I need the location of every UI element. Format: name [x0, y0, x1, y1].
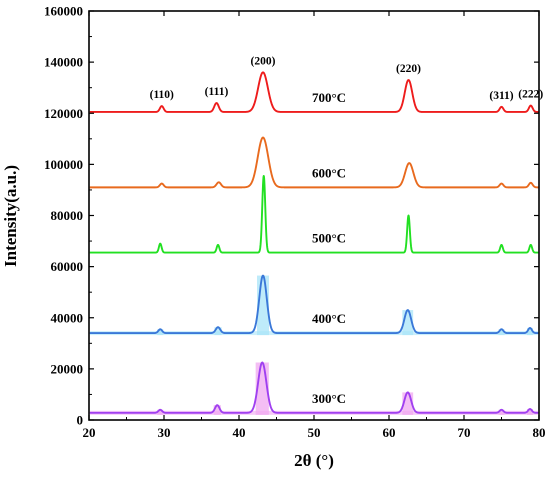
series-line [89, 361, 540, 414]
annotation-layer: (110) (111) (200) (220) (311) (222) [150, 55, 544, 102]
y-tick-label: 160000 [44, 4, 83, 19]
x-tick-label: 40 [233, 425, 246, 440]
y-axis-title: Intensity(a.u.) [1, 165, 20, 267]
y-tick-label: 140000 [44, 55, 83, 70]
series-label-layer: 300°C 400°C 500°C 600°C 700°C [312, 90, 346, 406]
peak-glow [402, 310, 414, 336]
series-label: 400°C [312, 311, 346, 326]
series-label: 500°C [312, 231, 346, 246]
series-label: 600°C [312, 165, 346, 180]
peak-glow [213, 405, 221, 415]
x-tick-label: 70 [458, 425, 471, 440]
ticks-layer: 20 30 40 50 60 70 80 0 20000 40000 60000 80000 10000… [44, 4, 546, 441]
x-tick-label: 50 [308, 425, 321, 440]
x-tick-label: 60 [383, 425, 396, 440]
series-line [89, 136, 540, 189]
series-layer [89, 71, 540, 414]
series-line [89, 71, 540, 113]
x-tick-label: 80 [533, 425, 546, 440]
series-line [89, 274, 540, 335]
y-tick-label: 120000 [44, 106, 83, 121]
series-label: 300°C [312, 391, 346, 406]
peak-glow [402, 392, 414, 415]
x-axis-title: 2θ (°) [294, 451, 334, 470]
peak-annotation: (200) [251, 55, 276, 67]
y-tick-label: 100000 [44, 157, 83, 172]
y-tick-label: 40000 [51, 310, 84, 325]
x-tick-label: 30 [158, 425, 171, 440]
peak-annotation: (110) [150, 89, 174, 101]
series-label: 700°C [312, 90, 346, 105]
peak-annotation: (222) [518, 89, 543, 101]
plot-frame [88, 10, 540, 421]
peak-annotation: (220) [396, 63, 421, 75]
peak-annotation: (311) [489, 90, 513, 102]
y-tick-label: 60000 [51, 259, 84, 274]
x-tick-label: 20 [83, 425, 96, 440]
y-tick-label: 80000 [51, 208, 84, 223]
y-tick-label: 0 [77, 413, 84, 428]
peak-annotation: (111) [205, 86, 229, 98]
y-tick-label: 20000 [51, 361, 84, 376]
series-line [89, 175, 540, 254]
